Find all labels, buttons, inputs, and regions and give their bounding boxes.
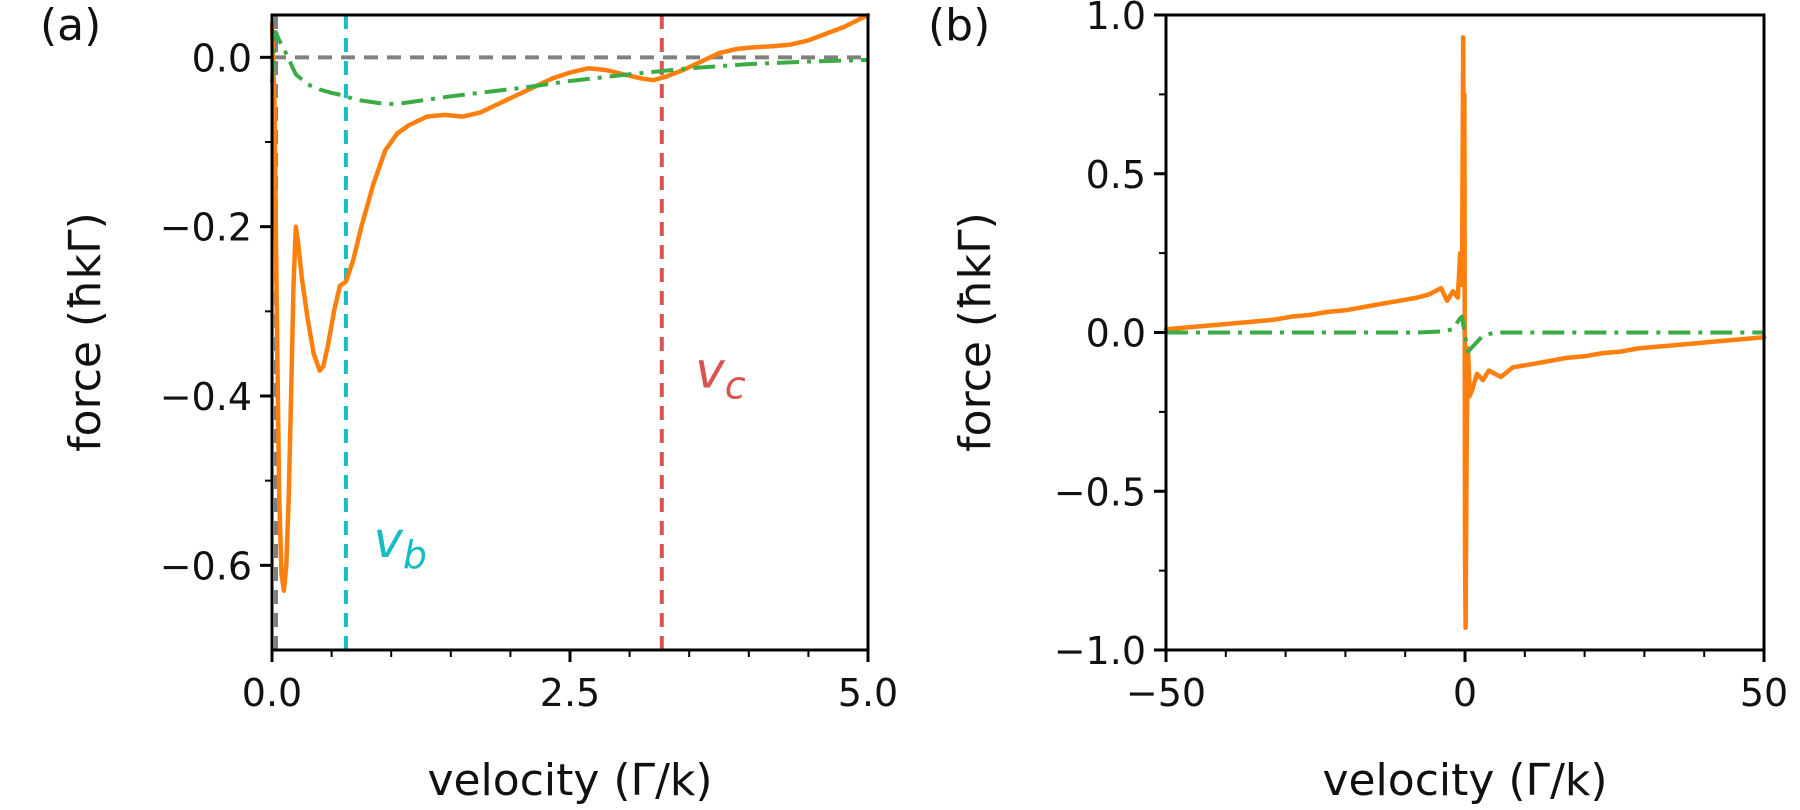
panel-b-x-axis-label: velocity (Γ/k): [1322, 755, 1607, 806]
panel-a-frame: [270, 13, 870, 652]
panel-a-x-axis-label: velocity (Γ/k): [427, 755, 712, 806]
panel-b-label: (b): [928, 0, 990, 51]
panel-a-y-tick-label: −0.2: [160, 206, 252, 250]
panel-b-y-tick-label: −0.5: [1054, 470, 1146, 514]
panel-a-series-orange: [269, 12, 871, 593]
panel-a-series-green: [270, 29, 869, 106]
panel-a-y-tick-label: −0.6: [160, 544, 252, 588]
panel-a-x-tick-label: 5.0: [838, 671, 898, 715]
panel-b-y-tick-label: 0.5: [1086, 153, 1146, 197]
panel-a: (a) vb vc 0.0 2.5 5.0 0.0 −0.2 −0.4 −0.6 veloci…: [40, 0, 898, 806]
panel-b-y-axis-label: force (ħkΓ): [950, 212, 1001, 452]
panel-b-x-tick-label: 50: [1740, 671, 1788, 715]
panel-a-x-tick-label: 2.5: [540, 671, 600, 715]
panel-a-x-tick-label: 0.0: [242, 671, 302, 715]
panel-b-y-tick-label: −1.0: [1054, 629, 1146, 673]
panel-b: (b) −50 0 50 1.0 0.5 0.0 −0.5 −1.0 velocity (Γ/…: [928, 0, 1788, 806]
annotation-subscript: c: [725, 363, 746, 407]
panel-a-y-tick-label: 0.0: [192, 36, 252, 80]
panel-a-y-axis-label: force (ħkΓ): [60, 212, 111, 452]
annotation-subscript: b: [403, 532, 427, 576]
panel-b-x-tick-label: −50: [1126, 671, 1206, 715]
panel-b-y-tick-label: 0.0: [1086, 312, 1146, 356]
panel-a-y-tick-label: −0.4: [160, 375, 252, 419]
panel-a-label: (a): [40, 0, 101, 51]
panel-b-y-tick-label: 1.0: [1086, 0, 1146, 38]
panel-b-series-orange: [1163, 34, 1767, 631]
panel-a-annotation-v-b: vb: [373, 511, 427, 577]
panel-b-x-tick-label: 0: [1453, 671, 1477, 715]
panel-a-annotation-v-c: vc: [695, 342, 746, 408]
